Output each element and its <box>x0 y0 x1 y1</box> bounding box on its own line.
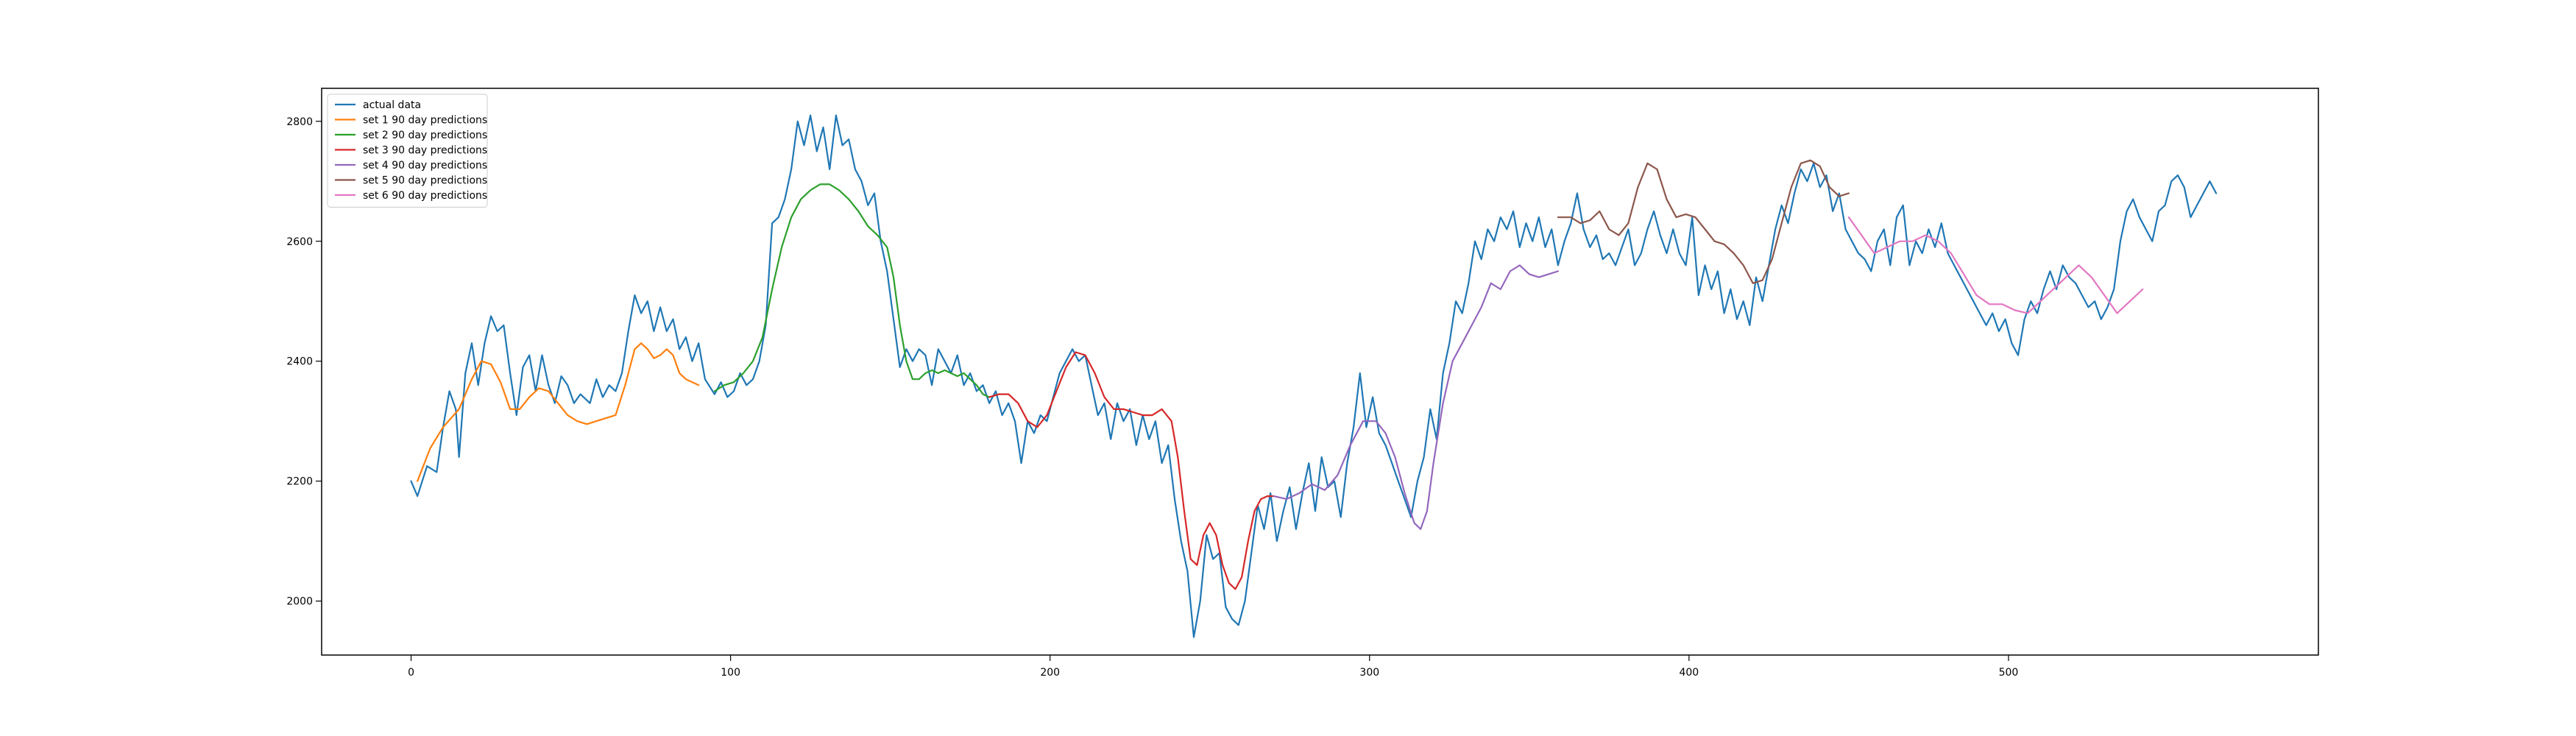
y-tick-label-0: 2000 <box>286 596 313 608</box>
y-tick-label-1: 2200 <box>286 476 313 488</box>
legend-box <box>327 93 488 208</box>
series-line-0 <box>410 114 2218 638</box>
series-line-2 <box>713 183 991 398</box>
series-line-5 <box>1557 159 1850 284</box>
x-axis: 0 100 200 300 400 500 <box>408 655 2018 679</box>
series-line-6 <box>1847 216 2144 314</box>
x-tick-label-2: 200 <box>1040 667 1060 679</box>
y-axis: 2000 2200 2400 2600 2800 <box>286 116 322 608</box>
series-line-4 <box>1273 264 1559 530</box>
series-line-3 <box>988 351 1275 590</box>
legend: actual data set 1 90 day predictions set 2… <box>327 93 488 208</box>
x-tick-label-3: 300 <box>1359 667 1379 679</box>
legend-label-0: actual data <box>363 99 421 111</box>
legend-label-1: set 1 90 day predictions <box>363 115 487 127</box>
plot-area-frame <box>321 88 2319 656</box>
y-tick-label-4: 2800 <box>286 116 313 128</box>
x-tick-label-5: 500 <box>1999 667 2019 679</box>
x-tick-label-4: 400 <box>1679 667 1699 679</box>
x-tick-label-1: 100 <box>721 667 740 679</box>
legend-label-6: set 6 90 day predictions <box>363 190 487 202</box>
series-line-1 <box>417 342 700 482</box>
y-tick-label-3: 2600 <box>286 236 313 248</box>
legend-label-2: set 2 90 day predictions <box>363 130 487 141</box>
x-tick-label-0: 0 <box>408 667 414 679</box>
y-tick-label-2: 2400 <box>286 356 313 368</box>
legend-label-5: set 5 90 day predictions <box>363 175 487 187</box>
legend-label-3: set 3 90 day predictions <box>363 145 487 157</box>
legend-label-4: set 4 90 day predictions <box>363 160 487 171</box>
series-layer <box>410 114 2218 638</box>
